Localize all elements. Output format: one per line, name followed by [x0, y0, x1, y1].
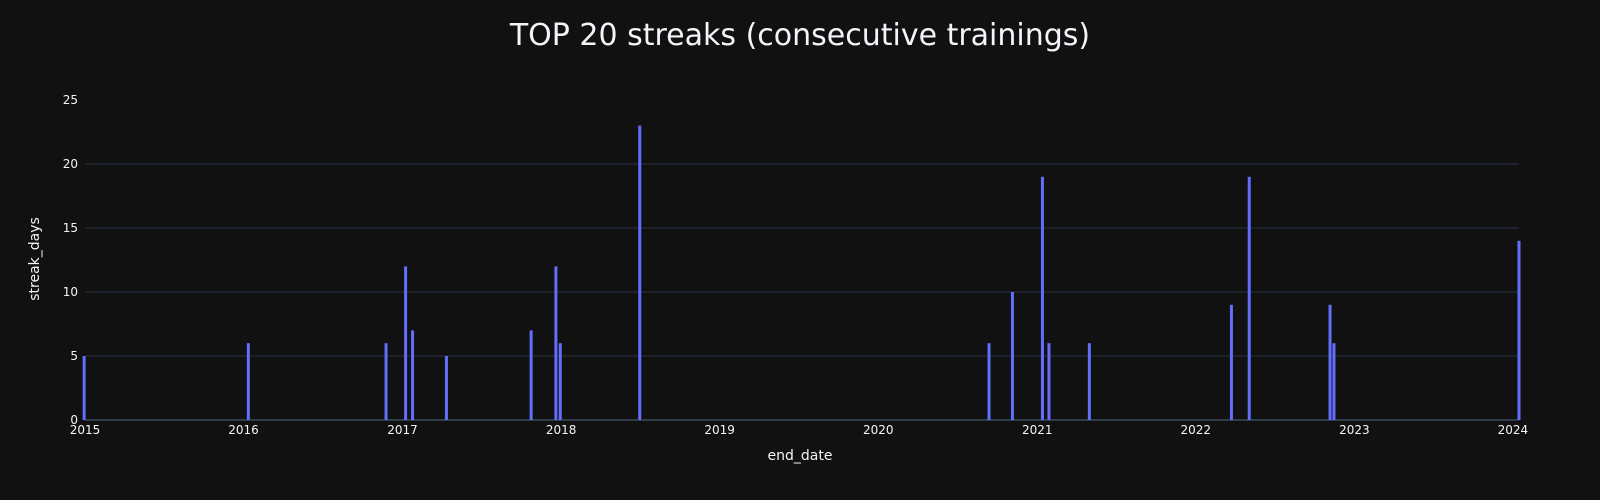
y-tick-label: 5	[70, 349, 78, 363]
bar	[404, 266, 408, 420]
y-tick-label: 20	[63, 157, 78, 171]
bar	[384, 343, 388, 420]
bar	[558, 343, 562, 420]
bar	[1010, 292, 1014, 420]
x-axis-title: end_date	[768, 448, 833, 464]
bar	[529, 330, 533, 420]
x-tick-label: 2017	[387, 423, 418, 437]
y-tick-label: 25	[63, 93, 78, 107]
x-tick-label: 2021	[1022, 423, 1053, 437]
bar	[1517, 240, 1521, 420]
x-tick-label: 2018	[546, 423, 577, 437]
x-tick-label: 2020	[863, 423, 894, 437]
x-tick-label: 2023	[1339, 423, 1370, 437]
bar	[1087, 343, 1091, 420]
bar	[1040, 176, 1044, 420]
x-tick-label: 2022	[1181, 423, 1212, 437]
x-tick-label: 2016	[228, 423, 259, 437]
bar	[554, 266, 558, 420]
bars-layer	[82, 125, 1521, 420]
bar	[444, 356, 448, 420]
y-axis-title: streak_days	[27, 217, 43, 301]
bar	[1247, 176, 1251, 420]
y-tick-label: 10	[63, 285, 78, 299]
x-tick-label: 2015	[70, 423, 101, 437]
x-tick-label: 2024	[1498, 423, 1529, 437]
bar	[1332, 343, 1336, 420]
x-axis-ticks: 2015 2016 2017 2018 2019 2020 2021 2022 2023 2024	[70, 423, 1528, 437]
bar	[1229, 304, 1233, 420]
x-tick-label: 2019	[704, 423, 735, 437]
bar	[246, 343, 250, 420]
bar	[987, 343, 991, 420]
bar	[411, 330, 415, 420]
chart-title: TOP 20 streaks (consecutive trainings)	[509, 18, 1090, 53]
bar	[82, 356, 86, 420]
y-axis-ticks: 0 5 10 15 20 25	[63, 93, 78, 427]
y-tick-label: 0	[70, 413, 78, 427]
y-tick-label: 15	[63, 221, 78, 235]
grid-layer	[85, 163, 1519, 421]
bar	[1328, 304, 1332, 420]
bar	[1047, 343, 1051, 420]
bar	[638, 125, 642, 420]
